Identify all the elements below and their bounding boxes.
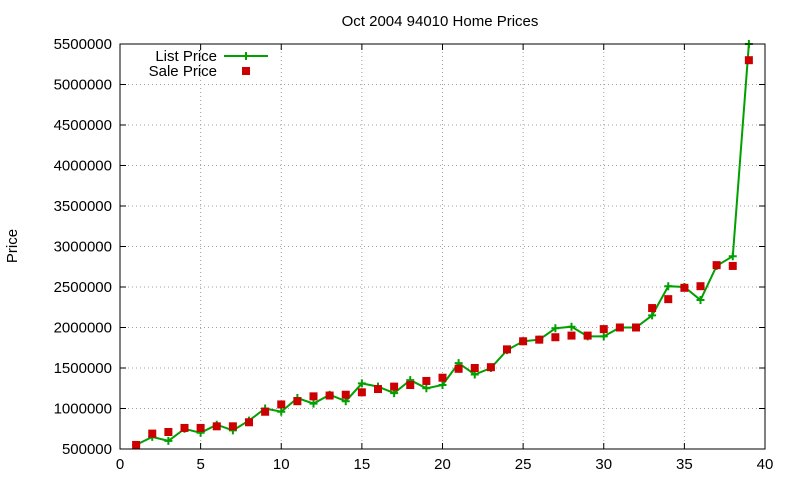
sale-price-point — [374, 385, 382, 394]
y-tick-label: 4000000 — [54, 158, 112, 175]
sale-price-point — [567, 331, 576, 340]
x-tick-label: 40 — [757, 456, 774, 473]
sale-price-point — [486, 363, 495, 372]
sale-price-point — [470, 364, 479, 372]
list-price-point — [664, 282, 673, 291]
x-tick-label: 0 — [116, 456, 124, 473]
list-price-point — [309, 399, 318, 408]
y-axis-label: Price — [4, 229, 21, 263]
sale-price-point — [615, 323, 624, 332]
sale-price-point — [245, 418, 253, 427]
x-tick-label: 10 — [273, 456, 290, 473]
y-tick-label: 4500000 — [54, 117, 112, 134]
list-price-point — [277, 407, 286, 416]
sale-price-point — [454, 364, 463, 373]
axis-layer: 500000 1000000 1500000 2000000 2500000 300000… — [54, 36, 774, 473]
sale-price-point — [325, 391, 334, 400]
sale-price-point — [277, 400, 286, 409]
x-tick-label: 30 — [595, 456, 612, 473]
x-tick-label: 25 — [515, 456, 532, 473]
x-tick-label: 35 — [676, 456, 693, 473]
sale-price-point — [196, 423, 205, 432]
sale-price-point — [503, 345, 511, 354]
sale-price-point — [551, 333, 560, 342]
list-price-point — [728, 252, 737, 261]
chart-title: Oct 2004 94010 Home Prices — [342, 13, 539, 30]
list-price-point — [422, 384, 431, 393]
sale-price-point — [680, 283, 689, 292]
sale-price-point — [696, 282, 705, 291]
list-price-point — [567, 322, 576, 331]
sale-price-point — [406, 381, 415, 390]
sale-price-point — [293, 397, 302, 406]
sale-price-point — [438, 373, 447, 382]
sale-price-point — [664, 295, 673, 304]
y-tick-label: 1500000 — [54, 360, 112, 377]
plot-frame — [119, 43, 766, 450]
sale-price-point — [164, 427, 173, 436]
x-tick-label: 20 — [434, 456, 451, 473]
series-layer — [132, 40, 753, 449]
list-price-point — [599, 332, 608, 341]
sale-price-point — [535, 335, 544, 344]
sale-price-point — [712, 261, 721, 270]
y-tick-label: 2500000 — [54, 279, 112, 296]
sale-price-point — [583, 331, 592, 340]
list-price-point — [438, 381, 447, 390]
y-tick-label: 3500000 — [54, 198, 112, 215]
sale-price-point — [228, 422, 237, 431]
sale-price-point — [744, 56, 753, 65]
list-price-point — [357, 379, 366, 388]
legend-marker-list-price — [242, 52, 250, 60]
legend-swatches — [224, 52, 268, 75]
sale-price-point — [132, 440, 141, 449]
y-tick-label: 5000000 — [54, 77, 112, 94]
sale-price-point — [648, 304, 657, 313]
y-tick-label: 3000000 — [54, 239, 112, 256]
list-price-point — [551, 324, 560, 333]
list-price-point — [164, 436, 173, 445]
sale-price-point — [599, 325, 608, 334]
x-tick-label: 5 — [196, 456, 204, 473]
y-tick-label: 500000 — [62, 441, 112, 458]
x-tick-label: 15 — [354, 456, 371, 473]
y-tick-label: 1000000 — [54, 401, 112, 418]
sale-price-point — [422, 376, 431, 385]
legend: List Price Sale Price — [149, 48, 268, 80]
legend-label-list-price: List Price — [155, 48, 217, 65]
sale-price-point — [728, 261, 737, 270]
sale-price-point — [357, 388, 366, 397]
y-tick-label: 5500000 — [54, 36, 112, 53]
sale-price-point — [390, 382, 399, 391]
sale-price-point — [148, 429, 157, 438]
sale-price-point — [212, 422, 221, 431]
list-price-point — [696, 295, 705, 304]
sale-price-point — [309, 392, 318, 401]
sale-price-point — [261, 407, 270, 416]
sale-price-point — [180, 423, 189, 432]
sale-price-point — [632, 323, 640, 332]
sale-price-point — [341, 390, 350, 399]
legend-swatch-sale-price — [242, 67, 250, 75]
list-price-point — [648, 311, 657, 320]
y-tick-label: 2000000 — [54, 320, 112, 337]
sale-price-point — [519, 337, 528, 346]
legend-label-sale-price: Sale Price — [149, 63, 217, 80]
